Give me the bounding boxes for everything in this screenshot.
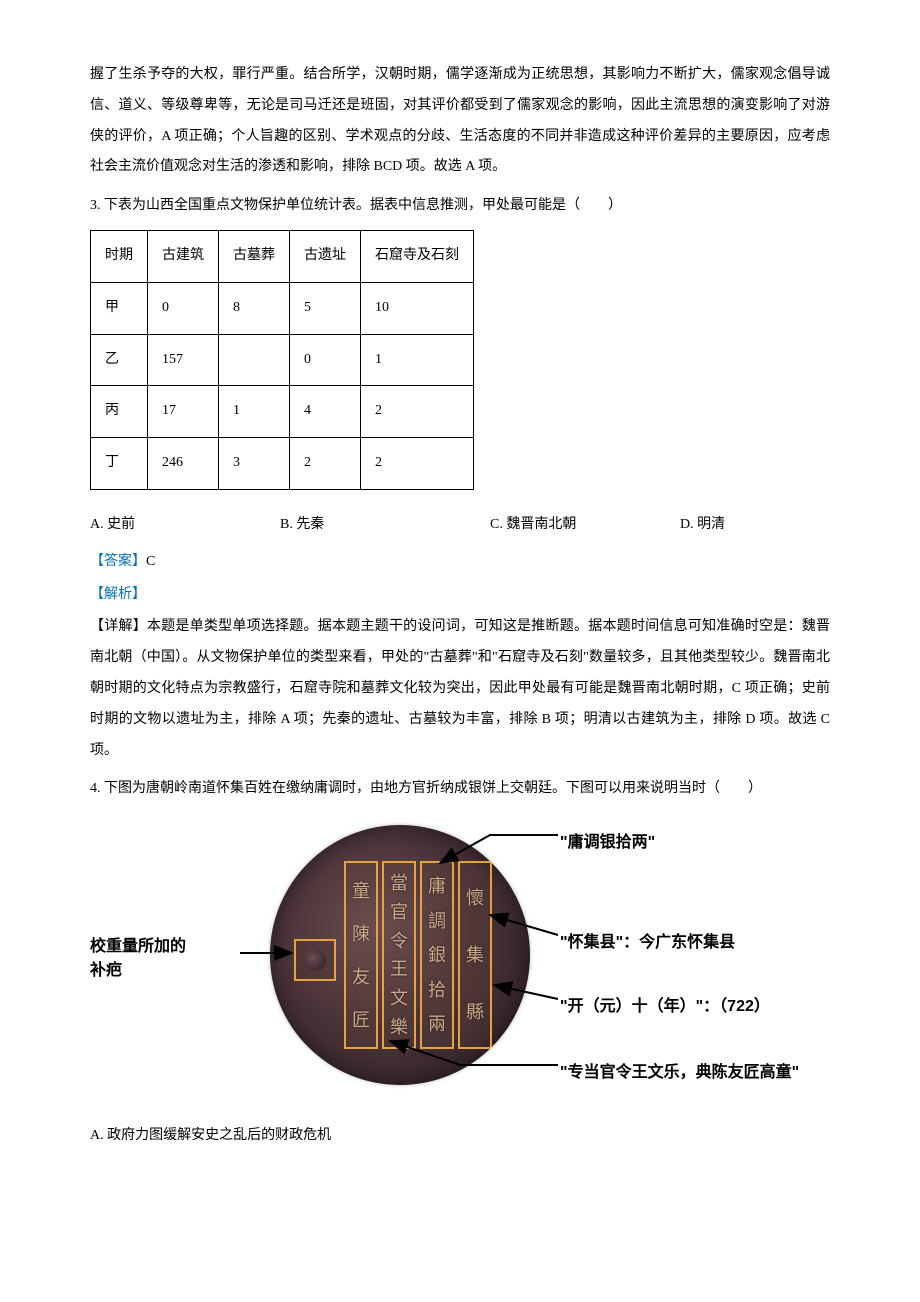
q2-explanation-continued: 握了生杀予夺的大权，罪行严重。结合所学，汉朝时期，儒学逐渐成为正统思想，其影响力… [90,60,830,183]
table-cell: 丙 [91,386,148,438]
patch-dot [304,949,326,971]
coin-char: 銀 [428,946,446,964]
coin-column-1: 童 陳 友 匠 [344,861,378,1049]
label-officials: "专当官令王文乐，典陈友匠高童" [560,1055,799,1090]
q3-answer: 【答案】C [90,547,830,578]
coin-char: 官 [390,903,408,921]
table-cell: 乙 [91,334,148,386]
coin-char: 匠 [352,1011,370,1029]
q3-option-d[interactable]: D. 明清 [680,510,820,541]
table-cell: 157 [148,334,219,386]
label-yongdiao: "庸调银拾两" [560,825,655,860]
table-cell: 2 [361,438,474,490]
table-cell: 3 [219,438,290,490]
answer-label: 【答案】 [90,554,146,569]
q3-table: 时期 古建筑 古墓葬 古遗址 石窟寺及石刻 甲 0 8 5 10 乙 157 0… [90,230,474,490]
table-cell: 2 [290,438,361,490]
table-cell: 5 [290,282,361,334]
table-row: 丁 246 3 2 2 [91,438,474,490]
coin-char: 王 [390,960,408,978]
label-patch: 校重量所加的 补疤 [90,935,240,983]
coin-column-4: 懷 集 縣 [458,861,492,1049]
q3-stem: 3. 下表为山西全国重点文物保护单位统计表。据表中信息推测，甲处最可能是（ ） [90,191,830,222]
table-cell: 1 [361,334,474,386]
coin-char: 樂 [390,1018,408,1036]
table-row: 乙 157 0 1 [91,334,474,386]
label-kaiyuan: "开（元）十（年）"：（722） [560,989,770,1024]
table-cell: 2 [361,386,474,438]
table-header: 古遗址 [290,230,361,282]
coin-char: 縣 [466,1003,484,1021]
coin-char: 調 [428,912,446,930]
coin-char: 拾 [428,981,446,999]
coin-char: 文 [390,989,408,1007]
coin-char: 童 [352,882,370,900]
table-cell: 甲 [91,282,148,334]
coin-char: 當 [390,874,408,892]
table-header: 时期 [91,230,148,282]
q3-option-b[interactable]: B. 先秦 [280,510,490,541]
answer-value: C [146,554,155,569]
table-header: 古建筑 [148,230,219,282]
table-cell: 1 [219,386,290,438]
q3-option-c[interactable]: C. 魏晋南北朝 [490,510,680,541]
q3-analysis-label: 【解析】 [90,580,830,611]
table-cell: 10 [361,282,474,334]
table-cell: 246 [148,438,219,490]
q3-explanation: 【详解】本题是单类型单项选择题。据本题主题干的设问词，可知这是推断题。据本题时间… [90,612,830,766]
q4-stem: 4. 下图为唐朝岭南道怀集百姓在缴纳庸调时，由地方官折纳成银饼上交朝廷。下图可以… [90,774,830,805]
label-huaiji: "怀集县"：今广东怀集县 [560,925,735,960]
q4-figure: 童 陳 友 匠 當 官 令 王 文 樂 庸 調 銀 拾 兩 懷 集 縣 校重量所… [90,815,810,1115]
table-header: 古墓葬 [219,230,290,282]
table-cell: 8 [219,282,290,334]
table-cell [219,334,290,386]
coin-char: 庸 [428,877,446,895]
table-cell: 4 [290,386,361,438]
coin-char: 兩 [428,1015,446,1033]
coin-column-3: 庸 調 銀 拾 兩 [420,861,454,1049]
silver-ingot-coin: 童 陳 友 匠 當 官 令 王 文 樂 庸 調 銀 拾 兩 懷 集 縣 [270,825,530,1085]
coin-char: 懷 [466,889,484,907]
table-cell: 丁 [91,438,148,490]
coin-char: 令 [390,932,408,950]
table-cell: 0 [148,282,219,334]
table-header: 石窟寺及石刻 [361,230,474,282]
table-cell: 0 [290,334,361,386]
table-cell: 17 [148,386,219,438]
q4-option-a[interactable]: A. 政府力图缓解安史之乱后的财政危机 [90,1121,830,1152]
table-row: 时期 古建筑 古墓葬 古遗址 石窟寺及石刻 [91,230,474,282]
coin-char: 友 [352,968,370,986]
table-row: 丙 17 1 4 2 [91,386,474,438]
q3-option-a[interactable]: A. 史前 [90,510,280,541]
coin-char: 集 [466,946,484,964]
coin-column-2: 當 官 令 王 文 樂 [382,861,416,1049]
coin-char: 陳 [352,925,370,943]
table-row: 甲 0 8 5 10 [91,282,474,334]
q3-options: A. 史前 B. 先秦 C. 魏晋南北朝 D. 明清 [90,510,830,541]
